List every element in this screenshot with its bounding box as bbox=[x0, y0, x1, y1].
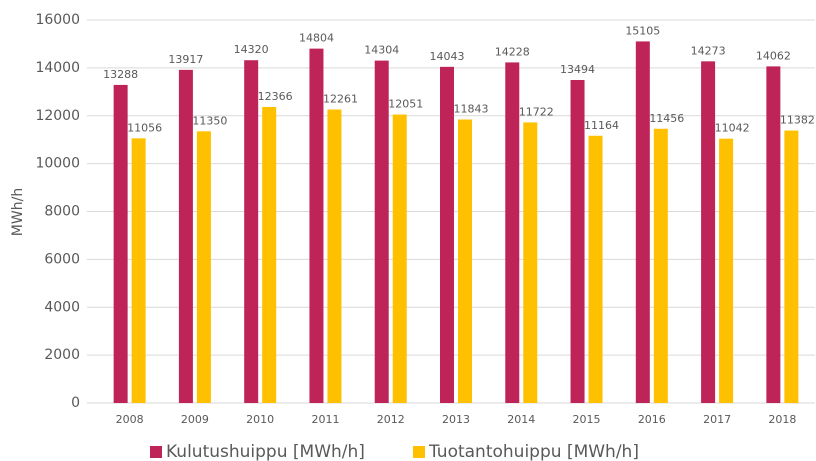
data-label: 11456 bbox=[649, 112, 684, 125]
bar bbox=[262, 106, 277, 403]
x-tick-label: 2011 bbox=[311, 413, 339, 426]
data-label: 11843 bbox=[454, 103, 489, 116]
data-label: 11350 bbox=[192, 114, 227, 127]
bar bbox=[113, 84, 128, 403]
y-tick-label: 6000 bbox=[44, 251, 80, 267]
x-tick-label: 2014 bbox=[507, 413, 535, 426]
data-label: 14273 bbox=[691, 44, 726, 57]
y-axis-label: MWh/h bbox=[10, 188, 26, 236]
bar bbox=[309, 48, 324, 404]
data-label: 14062 bbox=[756, 49, 791, 62]
data-label: 12366 bbox=[258, 90, 293, 103]
y-tick-label: 14000 bbox=[35, 60, 80, 76]
data-label: 13917 bbox=[168, 53, 203, 66]
bar bbox=[178, 69, 193, 403]
bar bbox=[635, 41, 650, 403]
bar bbox=[458, 119, 472, 404]
bar bbox=[784, 130, 799, 403]
y-tick-label: 16000 bbox=[35, 12, 80, 28]
data-label: 13494 bbox=[560, 63, 595, 76]
data-label: 14804 bbox=[299, 32, 334, 45]
data-label: 14304 bbox=[364, 44, 399, 57]
x-tick-label: 2008 bbox=[116, 413, 144, 426]
y-tick-label: 12000 bbox=[35, 108, 80, 124]
data-label: 14043 bbox=[430, 50, 465, 63]
legend-swatch bbox=[150, 446, 162, 458]
bar bbox=[505, 62, 520, 404]
bar bbox=[653, 128, 668, 403]
bar bbox=[766, 66, 781, 404]
bar bbox=[523, 122, 538, 403]
data-label: 13288 bbox=[103, 68, 138, 81]
data-label: 11056 bbox=[127, 121, 162, 134]
data-label: 15105 bbox=[625, 24, 660, 37]
data-label: 14320 bbox=[234, 43, 269, 56]
data-label: 12051 bbox=[388, 98, 423, 111]
x-tick-label: 2013 bbox=[442, 413, 470, 426]
bar bbox=[588, 135, 603, 403]
legend-label: Tuotantohuippu [MWh/h] bbox=[428, 442, 639, 461]
bar bbox=[131, 138, 146, 404]
x-tick-label: 2016 bbox=[638, 413, 666, 426]
data-label: 12261 bbox=[323, 93, 358, 106]
x-tick-label: 2010 bbox=[246, 413, 274, 426]
bar bbox=[374, 60, 389, 404]
bar bbox=[701, 61, 716, 404]
y-tick-label: 10000 bbox=[35, 156, 80, 172]
x-tick-label: 2018 bbox=[768, 413, 796, 426]
data-label: 11722 bbox=[519, 105, 554, 118]
y-tick-label: 2000 bbox=[44, 347, 80, 363]
bar bbox=[327, 109, 342, 403]
y-tick-label: 0 bbox=[71, 395, 80, 411]
y-tick-label: 4000 bbox=[44, 299, 80, 315]
legend-swatch bbox=[413, 446, 425, 458]
y-tick-label: 8000 bbox=[44, 204, 80, 220]
data-label: 11042 bbox=[715, 122, 750, 135]
x-tick-label: 2012 bbox=[377, 413, 405, 426]
bar bbox=[392, 114, 407, 404]
data-label: 11382 bbox=[780, 114, 815, 127]
bar bbox=[196, 131, 211, 403]
data-label: 11164 bbox=[584, 119, 619, 132]
x-tick-label: 2015 bbox=[573, 413, 601, 426]
x-tick-label: 2009 bbox=[181, 413, 209, 426]
bar bbox=[719, 138, 734, 403]
bar bbox=[440, 66, 454, 403]
bar bbox=[570, 79, 585, 404]
legend-label: Kulutushuippu [MWh/h] bbox=[166, 442, 365, 461]
bar bbox=[244, 60, 259, 404]
data-label: 14228 bbox=[495, 45, 530, 58]
x-tick-label: 2017 bbox=[703, 413, 731, 426]
